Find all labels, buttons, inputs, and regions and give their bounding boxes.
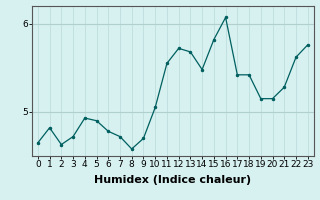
X-axis label: Humidex (Indice chaleur): Humidex (Indice chaleur) <box>94 175 252 185</box>
